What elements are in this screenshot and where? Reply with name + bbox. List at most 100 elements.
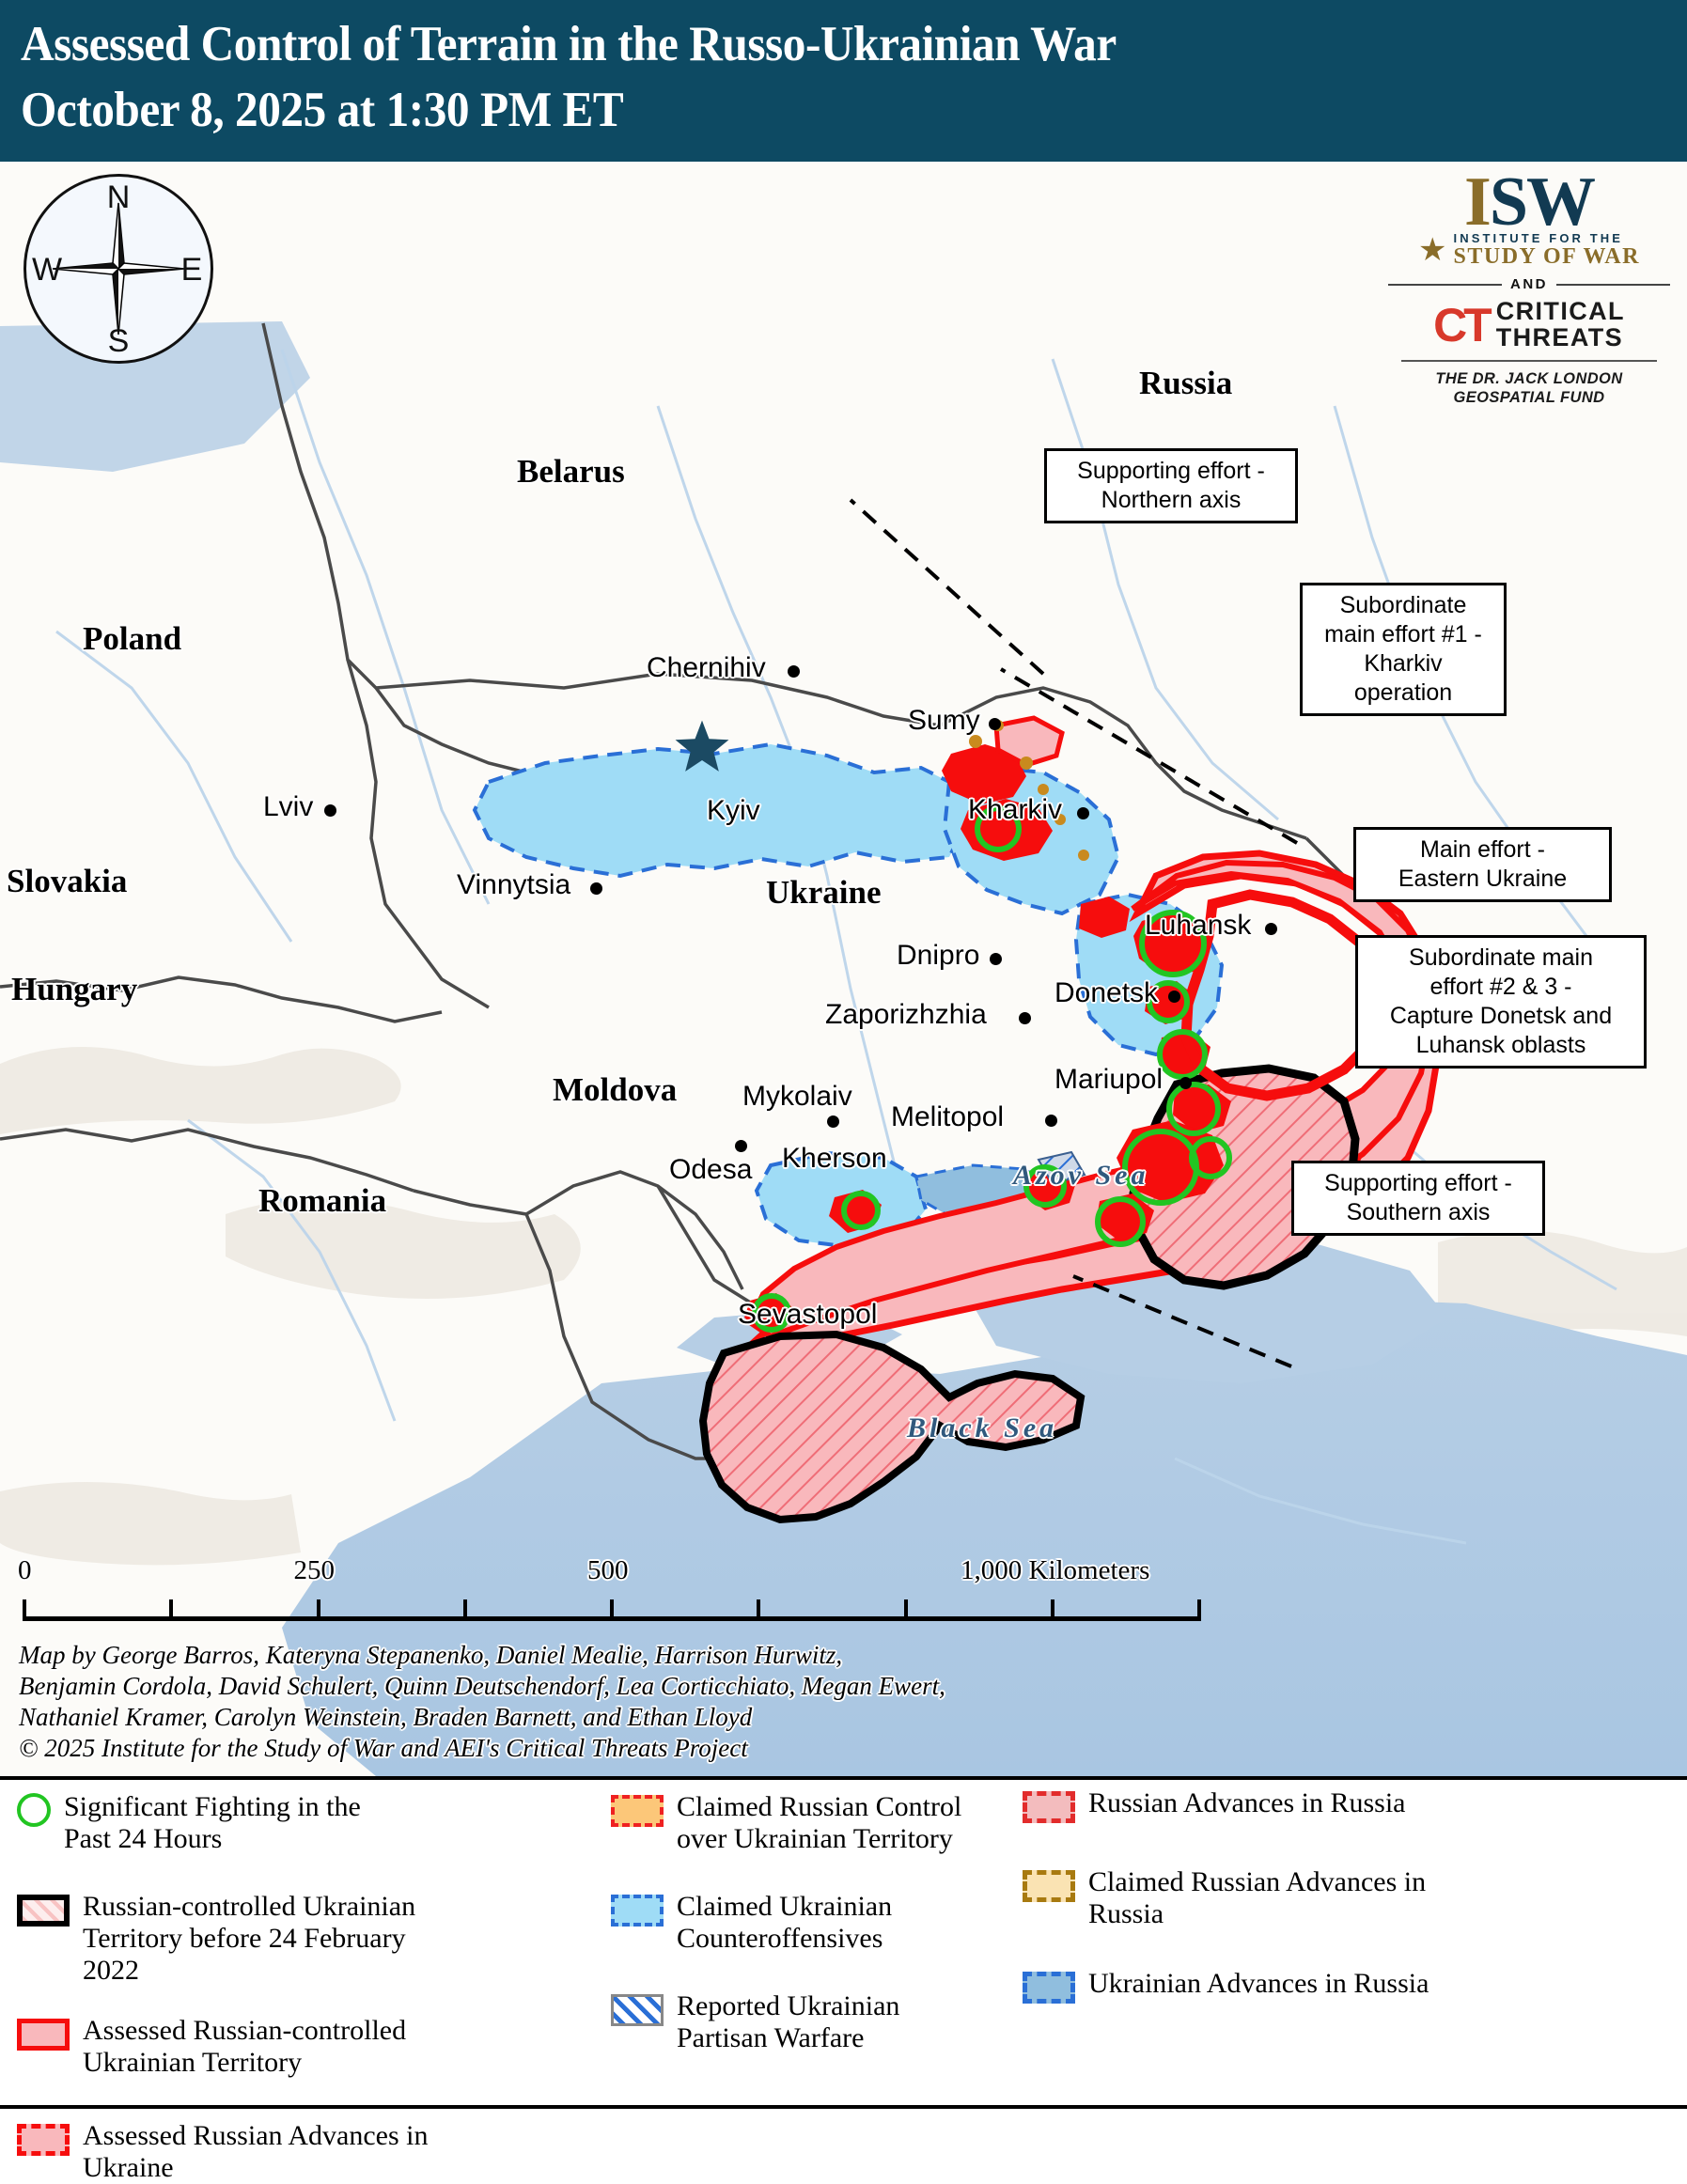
city-dot-luhansk — [1265, 923, 1277, 935]
isw-subtitle: ★ INSTITUTE FOR THE STUDY OF WAR — [1388, 231, 1670, 268]
country-label-slovakia: Slovakia — [7, 863, 128, 899]
credits-line-2: Benjamin Cordola, David Schulert, Quinn … — [19, 1672, 945, 1700]
scale-bar-ticks — [23, 1593, 1201, 1621]
country-label-moldova: Moldova — [553, 1071, 678, 1108]
credits-line-4: © 2025 Institute for the Study of War an… — [19, 1734, 748, 1762]
scale-tick-mark — [1197, 1599, 1201, 1621]
baltic-edge — [0, 321, 310, 472]
and-label: AND — [1510, 276, 1548, 292]
legend-label: Claimed Russian Advances in Russia — [1088, 1866, 1427, 1929]
legend-column-2: Claimed Russian Control over Ukrainian T… — [583, 1780, 987, 2105]
city-label-zaporizhzhia: Zaporizhzhia — [825, 999, 987, 1030]
map-title-line1: Assessed Control of Terrain in the Russo… — [21, 17, 1117, 71]
country-label-belarus: Belarus — [517, 453, 625, 490]
callout-line: Northern axis — [1101, 487, 1242, 513]
callout-line: Supporting effort - — [1324, 1170, 1512, 1196]
fund-line-2: GEOSPATIAL FUND — [1453, 389, 1605, 406]
scale-unit-label: 1,000 Kilometers — [961, 1555, 1150, 1585]
scale-bar: 0 250 500 1,000 Kilometers — [18, 1555, 1201, 1621]
page-header: Assessed Control of Terrain in the Russo… — [0, 0, 1687, 162]
svg-text:E: E — [181, 252, 203, 288]
critical-label: CRITICAL — [1495, 297, 1625, 325]
city-dot-mykolaiv — [827, 1115, 839, 1128]
city-label-kherson: Kherson — [782, 1143, 887, 1174]
isw-study-line: STUDY OF WAR — [1453, 244, 1640, 269]
city-label-odesa: Odesa — [669, 1154, 753, 1185]
city-dot-mariupol — [1179, 1077, 1192, 1089]
country-label-poland: Poland — [83, 620, 182, 657]
significant-fighting-circles — [752, 805, 1232, 1333]
legend-label: Russian-controlled Ukrainian Territory b… — [83, 1891, 416, 1986]
legend-swatch-reported-ukrainian-partisan-hatch — [611, 1994, 664, 2026]
legend-item-claimed-russian-control-orange: Claimed Russian Control over Ukrainian T… — [611, 1791, 987, 1855]
legend-item-claimed-russian-advances-in-russia: Claimed Russian Advances in Russia — [1023, 1866, 1464, 1930]
city-label-kharkiv: Kharkiv — [968, 794, 1063, 825]
credits-line-1: Map by George Barros, Kateryna Stepanenk… — [19, 1641, 843, 1669]
legend-swatch-claimed-ukrainian-counteroffensives-blue — [611, 1895, 664, 1927]
legend-column-3: Russian Advances in Russia Claimed Russia… — [987, 1780, 1687, 2105]
logo-and-divider: AND — [1388, 276, 1670, 292]
legend-label: Assessed Russian-controlled Ukrainian Te… — [83, 2015, 407, 2078]
svg-text:N: N — [107, 179, 131, 215]
city-label-sevastopol: Sevastopol — [738, 1299, 878, 1330]
divider-line-left — [1388, 283, 1502, 286]
scale-tick-mark — [462, 1599, 467, 1621]
map-legend: Significant Fighting in the Past 24 Hour… — [0, 1776, 1687, 2183]
callout-supporting-effort-southern-axis: Supporting effort - Southern axis — [1291, 1161, 1545, 1236]
legend-swatch-ukrainian-advances-in-russia — [1023, 1972, 1075, 2004]
legend-item-reported-ukrainian-partisan-hatch: Reported Ukrainian Partisan Warfare — [611, 1990, 987, 2054]
callout-line: effort #2 & 3 - — [1429, 974, 1572, 1000]
callout-subordinate-main-effort-1-kharkiv: Subordinate main effort #1 - Kharkiv operat… — [1300, 583, 1507, 716]
map-title-line2: October 8, 2025 at 1:30 PM ET — [21, 83, 624, 137]
city-label-vinnytsia: Vinnytsia — [457, 869, 571, 900]
city-label-kyiv: Kyiv — [707, 795, 760, 826]
assessed-russian-advances — [744, 715, 1389, 1333]
legend-label: Reported Ukrainian Partisan Warfare — [677, 1990, 900, 2053]
city-dot-lviv — [324, 804, 336, 817]
scale-tick-mark — [757, 1599, 761, 1621]
scale-tick-labels: 0 250 500 1,000 Kilometers — [18, 1555, 1197, 1593]
city-label-chernihiv: Chernihiv — [647, 652, 766, 683]
capital-star-icon — [675, 720, 729, 772]
sea-label-azov-sea: Azov Sea — [1013, 1160, 1149, 1191]
callout-leader-lines — [849, 498, 1299, 1368]
city-label-mykolaiv: Mykolaiv — [742, 1081, 852, 1112]
city-label-lviv: Lviv — [263, 791, 314, 822]
compass-needle-icon: N S W E — [32, 179, 203, 359]
city-label-mariupol: Mariupol — [1054, 1064, 1164, 1095]
country-label-hungary: Hungary — [11, 971, 138, 1007]
legend-swatch-russian-controlled-prewar-hatch — [17, 1895, 70, 1927]
callout-line: Luhansk oblasts — [1415, 1032, 1586, 1058]
country-label-romania: Romania — [258, 1182, 387, 1219]
city-label-luhansk: Luhansk — [1145, 910, 1252, 941]
city-dot-melitopol — [1045, 1115, 1057, 1127]
legend-item-claimed-ukrainian-counteroffensives-blue: Claimed Ukrainian Counteroffensives — [611, 1891, 987, 1955]
city-dot-vinnytsia — [590, 882, 602, 895]
legend-item-russian-advances-in-russia: Russian Advances in Russia — [1023, 1787, 1406, 1823]
reported-partisan-warfare-patch — [1037, 1150, 1086, 1186]
isw-ct-logo: I SW ★ INSTITUTE FOR THE STUDY OF WAR AN… — [1388, 167, 1670, 407]
legend-swatch-assessed-russian-advances-dashed — [17, 2124, 70, 2156]
fund-line-1: THE DR. JACK LONDON — [1435, 370, 1623, 387]
scale-tick-mark — [1050, 1599, 1054, 1621]
city-dot-donetsk — [1168, 991, 1180, 1003]
callout-line: Subordinate — [1339, 592, 1467, 618]
svg-text:W: W — [32, 252, 62, 288]
country-label-ukraine: Ukraine — [766, 874, 882, 911]
city-label-donetsk: Donetsk — [1054, 977, 1159, 1008]
city-label-dnipro: Dnipro — [897, 940, 980, 971]
star-icon: ★ — [1418, 231, 1447, 268]
ct-monogram-icon: CT — [1433, 298, 1492, 351]
isw-institute-line: INSTITUTE FOR THE — [1453, 231, 1624, 245]
black-sea — [282, 1299, 1687, 1776]
callout-line: Supporting effort - — [1077, 458, 1265, 484]
city-dot-sumy — [989, 718, 1001, 730]
legend-label: Russian Advances in Russia — [1088, 1787, 1406, 1818]
callout-line: operation — [1353, 679, 1453, 706]
legend-swatch-claimed-russian-control-orange — [611, 1795, 664, 1827]
city-label-melitopol: Melitopol — [891, 1101, 1005, 1132]
legend-item-ukrainian-advances-in-russia: Ukrainian Advances in Russia — [1023, 1968, 1429, 2004]
callout-line: Capture Donetsk and — [1389, 1003, 1613, 1029]
callout-line: Main effort - — [1420, 836, 1545, 863]
legend-label: Assessed Russian Advances in Ukraine — [83, 2120, 429, 2183]
